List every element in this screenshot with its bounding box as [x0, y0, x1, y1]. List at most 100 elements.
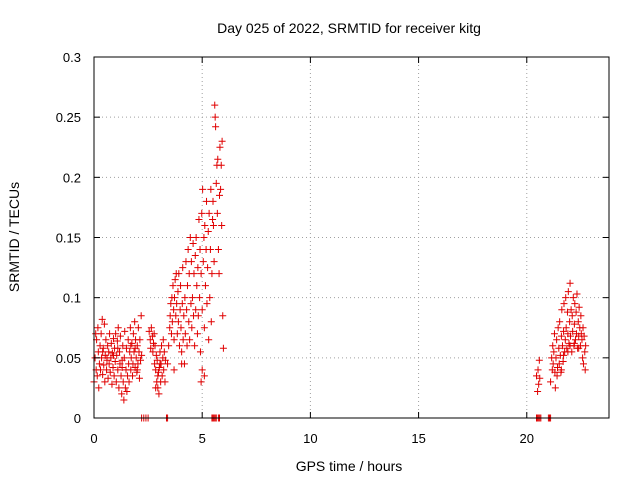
data-point	[581, 366, 589, 374]
data-point	[177, 324, 185, 332]
data-point	[111, 357, 119, 365]
data-point	[203, 300, 211, 308]
data-point	[149, 348, 157, 356]
data-point	[212, 123, 220, 131]
data-point	[124, 336, 132, 344]
data-point	[114, 366, 122, 374]
data-point	[216, 143, 224, 151]
x-tick-label: 10	[303, 431, 317, 446]
data-point	[170, 294, 178, 302]
data-point	[158, 342, 166, 350]
data-point	[554, 363, 561, 371]
data-point	[199, 258, 207, 266]
data-point	[554, 324, 562, 332]
data-point	[134, 360, 142, 368]
data-point	[170, 366, 178, 374]
data-point	[150, 330, 158, 338]
data-point	[217, 161, 225, 169]
data-point	[184, 246, 192, 254]
data-point	[129, 330, 137, 338]
data-point	[551, 368, 559, 376]
data-point	[116, 360, 124, 368]
data-point	[121, 327, 129, 335]
data-point	[146, 336, 154, 344]
data-point	[121, 384, 129, 392]
data-point	[194, 264, 202, 272]
data-point	[564, 288, 572, 296]
data-point	[216, 191, 224, 199]
data-point	[570, 339, 578, 347]
data-point	[211, 101, 219, 109]
data-point	[194, 312, 202, 320]
data-point	[116, 348, 124, 356]
data-point	[99, 344, 107, 352]
data-point	[534, 366, 542, 374]
data-point	[134, 324, 142, 332]
data-point	[127, 366, 135, 374]
data-point	[198, 306, 206, 314]
data-point	[107, 339, 115, 347]
data-point	[201, 282, 209, 290]
data-point	[109, 363, 117, 371]
data-point	[191, 342, 199, 350]
data-point	[99, 348, 107, 356]
data-point	[114, 324, 122, 332]
data-point	[191, 252, 199, 260]
data-point	[177, 282, 185, 290]
data-point	[535, 380, 543, 388]
data-point	[151, 342, 159, 350]
data-point	[208, 270, 216, 278]
data-point	[209, 221, 217, 229]
data-point	[571, 336, 579, 344]
data-point	[574, 318, 582, 326]
data-point	[550, 330, 558, 338]
data-point	[110, 372, 118, 380]
data-point	[165, 342, 173, 350]
data-point	[104, 374, 112, 382]
data-point	[580, 332, 588, 340]
data-point	[155, 390, 163, 398]
x-axis-title: GPS time / hours	[296, 458, 403, 474]
data-point	[137, 312, 145, 320]
y-tick-labels: 0 0.05 0.1 0.15 0.2 0.25 0.3	[56, 50, 81, 426]
data-point	[573, 290, 581, 298]
data-point	[196, 246, 204, 254]
data-point	[581, 348, 589, 356]
data-point	[186, 336, 194, 344]
data-point	[190, 270, 198, 278]
y-tick-label: 0.1	[63, 291, 81, 306]
data-point	[131, 318, 139, 326]
data-point	[568, 312, 576, 320]
data-point	[558, 342, 566, 350]
axis-ticks	[93, 56, 609, 419]
data-point	[562, 324, 570, 332]
data-point	[579, 324, 587, 332]
data-point	[173, 330, 181, 338]
data-point	[119, 342, 127, 350]
data-point	[93, 372, 101, 380]
data-point	[175, 270, 183, 278]
data-point	[195, 215, 203, 223]
data-point	[161, 356, 169, 364]
data-point	[133, 366, 141, 374]
data-point	[199, 185, 207, 193]
data-point	[550, 348, 558, 356]
data-point	[169, 282, 177, 290]
data-point	[560, 351, 568, 359]
data-point	[174, 318, 182, 326]
data-point	[135, 348, 143, 356]
data-point	[558, 306, 566, 314]
data-point	[551, 384, 559, 392]
data-point	[123, 388, 131, 396]
data-point	[183, 306, 191, 314]
data-point	[557, 332, 565, 340]
data-point	[566, 279, 574, 287]
data-point	[95, 384, 103, 392]
data-point	[183, 282, 191, 290]
data-point	[103, 366, 111, 374]
data-point	[137, 356, 145, 364]
data-point	[214, 246, 222, 254]
data-point	[187, 258, 195, 266]
data-point	[105, 348, 113, 356]
data-point	[114, 344, 122, 352]
